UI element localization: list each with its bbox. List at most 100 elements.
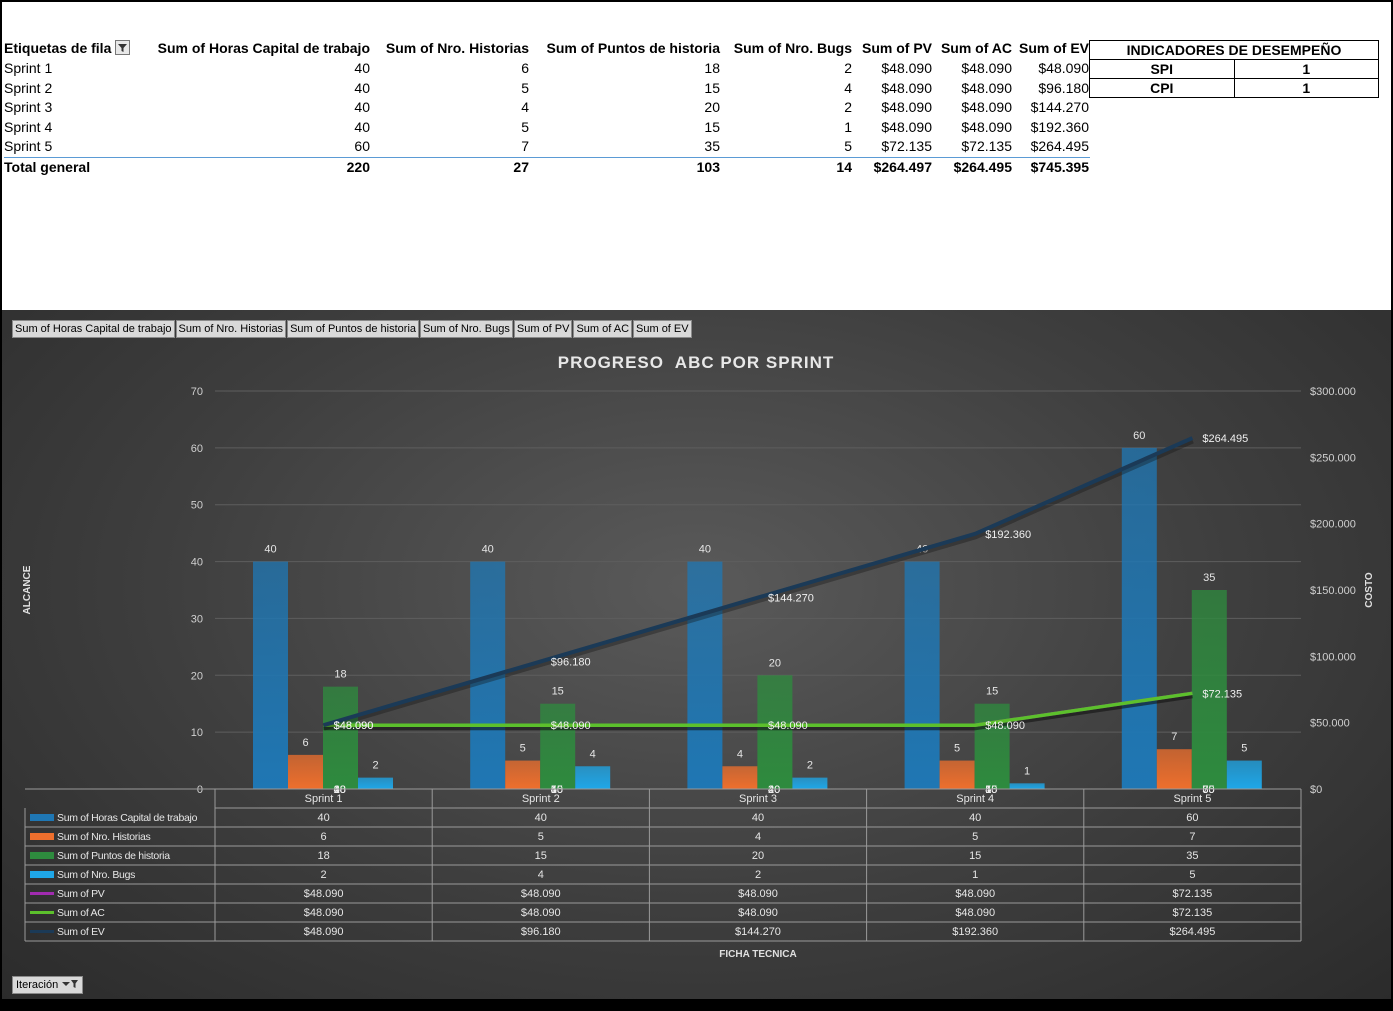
pivot-total-row[interactable]: Total general 220 27 103 14 $264.497 $264.495 $… [4,157,1090,177]
pivot-cell[interactable]: Sum of Nro. Historias [376,39,529,58]
bar-data-label: 6 [302,737,308,749]
pivot-cell[interactable]: $48.090 [936,59,1012,78]
pivot-cell[interactable]: 20 [534,98,720,117]
pivot-cell[interactable]: 5 [725,137,852,156]
pivot-cell-puntos: 18 [704,60,720,76]
field-button[interactable]: Sum of Puntos de historia [287,320,420,338]
pivot-header-row[interactable]: Etiquetas de fila Sum of Horas Capital de… [4,39,1090,58]
y2-tick-label: $300.000 [1310,386,1356,398]
field-button[interactable]: Sum of Nro. Historias [175,320,287,338]
pivot-cell-historias: 7 [521,138,529,155]
pivot-cell[interactable]: Sum of AC [936,39,1012,58]
pivot-cell[interactable]: 4 [725,79,852,98]
field-button[interactable]: Sum of Nro. Bugs [420,320,513,338]
pivot-row[interactable]: Sprint 4 40 5 15 1 $48.090 $48.090 $192.360 [4,118,1090,137]
pivot-cell[interactable]: Sprint 1 [4,59,122,78]
pivot-cell[interactable]: $264.495 [1016,137,1089,156]
y-tick-label: 30 [191,613,203,625]
pivot-cell-historias: 5 [521,79,529,96]
iteracion-filter-button[interactable]: Iteración [12,976,84,994]
pivot-cell[interactable]: 40 [144,118,370,137]
pivot-cell[interactable]: $96.180 [1016,79,1089,98]
pivot-cell[interactable]: $48.090 [936,98,1012,117]
y2-tick-label: $50.000 [1310,718,1350,730]
kpi-label-cpi: CPI [1089,78,1235,98]
pivot-cell[interactable]: 2 [725,98,852,117]
pivot-cell[interactable]: $48.090 [857,59,932,78]
pivot-cell-row-label: Etiquetas de fila [4,40,112,56]
table-value: 6 [321,831,327,843]
pivot-row[interactable]: Sprint 3 40 4 20 2 $48.090 $48.090 $144.270 [4,98,1090,117]
pivot-cell-horas: 60 [354,138,370,155]
pivot-cell-ac: $48.090 [961,79,1012,96]
pivot-cell[interactable]: 5 [376,79,529,98]
line-data-label: 15 [985,784,997,796]
pivot-cell[interactable]: 27 [376,158,529,177]
pivot-cell[interactable]: 15 [534,118,720,137]
pivot-cell[interactable]: Sum of EV [1016,39,1089,58]
pivot-cell-historias: Sum of Nro. Historias [385,40,529,56]
pivot-cell[interactable]: $745.395 [1016,158,1089,177]
pivot-cell-historias: 4 [521,99,529,116]
pivot-cell[interactable]: $48.090 [857,98,932,117]
field-button[interactable]: Sum of Horas Capital de trabajo [12,320,175,338]
pivot-cell[interactable]: 7 [376,137,529,156]
table-value: 2 [321,869,327,881]
pivot-cell[interactable]: 18 [534,59,720,78]
pivot-cell[interactable]: $48.090 [857,79,932,98]
y-tick-label: 20 [191,670,203,682]
pivot-cell[interactable]: $48.090 [936,118,1012,137]
pivot-cell[interactable]: Total general [4,158,122,177]
pivot-cell[interactable]: Sprint 4 [4,118,122,137]
field-button[interactable]: Sum of PV [513,320,573,338]
pivot-row[interactable]: Sprint 5 60 7 35 5 $72.135 $72.135 $264.495 [4,137,1090,156]
pivot-cell[interactable]: 4 [376,98,529,117]
pivot-cell[interactable]: $72.135 [857,137,932,156]
line-data-label: 40 [551,784,563,796]
line-data-label: 4 [551,784,557,796]
pivot-cell[interactable]: 40 [144,59,370,78]
pivot-cell[interactable]: Sprint 5 [4,137,122,156]
pivot-cell[interactable]: 6 [376,59,529,78]
pivot-cell[interactable]: 40 [144,79,370,98]
pivot-cell[interactable]: 15 [534,79,720,98]
table-value: $144.270 [735,926,781,938]
pivot-cell[interactable]: 5 [376,118,529,137]
pivot-cell[interactable]: $48.090 [1016,59,1089,78]
pivot-cell[interactable]: $72.135 [936,137,1012,156]
pivot-cell[interactable]: 103 [534,158,720,177]
pivot-row[interactable]: Sprint 1 40 6 18 2 $48.090 $48.090 $48.090 [4,59,1090,78]
table-value: 2 [755,869,761,881]
pivot-cell[interactable]: Sum of PV [857,39,932,58]
pivot-row[interactable]: Sprint 2 40 5 15 4 $48.090 $48.090 $96.180 [4,79,1090,98]
pivot-cell[interactable]: Sum of Nro. Bugs [725,39,852,58]
field-button[interactable]: Sum of AC [573,320,633,338]
pivot-cell-ev: $96.180 [1038,79,1089,96]
pivot-cell-row-label: Sprint 4 [4,118,53,135]
pivot-cell[interactable]: 220 [144,158,370,177]
pivot-cell[interactable]: Etiquetas de fila [4,39,144,58]
pivot-cell[interactable]: $144.270 [1016,98,1089,117]
line-data-label: 2 [334,784,340,796]
pivot-cell[interactable]: Sprint 2 [4,79,122,98]
filter-icon[interactable] [115,40,131,55]
pivot-cell[interactable]: 60 [144,137,370,156]
table-value: 5 [972,831,978,843]
bar [288,754,323,789]
pivot-cell[interactable]: 35 [534,137,720,156]
pivot-chart[interactable]: PROGRESO ABC POR SPRINT 0 10 20 30 40 50 60 70 $0… [2,310,1391,1001]
pivot-cell[interactable]: $48.090 [936,79,1012,98]
pivot-cell[interactable]: 2 [725,59,852,78]
pivot-cell[interactable]: Sprint 3 [4,98,122,117]
field-button[interactable]: Sum of EV [633,320,692,338]
pivot-cell[interactable]: $48.090 [857,118,932,137]
pivot-cell[interactable]: Sum of Puntos de historia [534,39,720,58]
pivot-cell[interactable]: Sum of Horas Capital de trabajo [144,39,370,58]
pivot-cell[interactable]: 40 [144,98,370,117]
pivot-cell[interactable]: 14 [725,158,852,177]
table-value: $48.090 [738,888,778,900]
pivot-cell[interactable]: $264.497 [857,158,932,177]
pivot-cell[interactable]: $264.495 [936,158,1012,177]
pivot-cell[interactable]: $192.360 [1016,118,1089,137]
pivot-cell[interactable]: 1 [725,118,852,137]
